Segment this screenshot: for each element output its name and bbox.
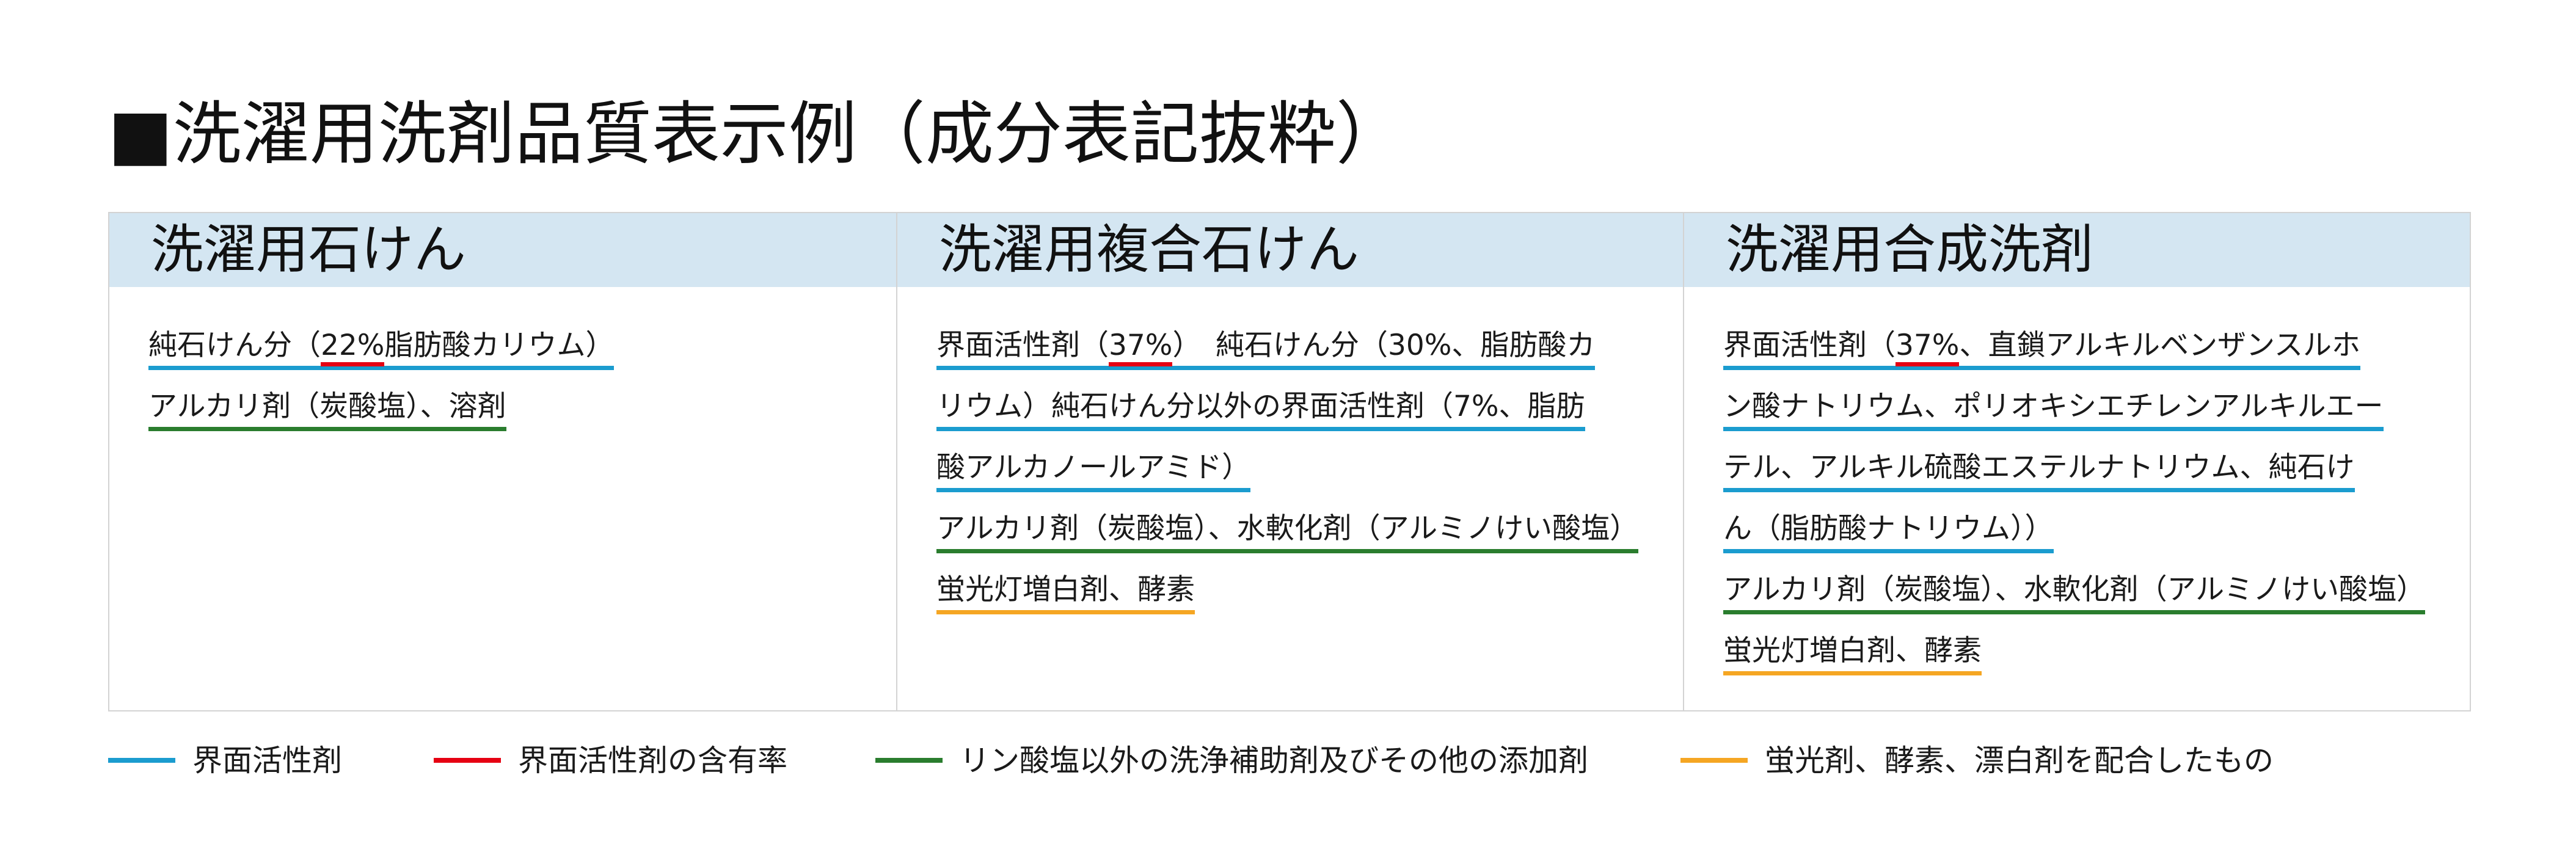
ingredient-text: ） 純石けん分（30%、脂肪酸カ	[1172, 329, 1596, 362]
column-header: 洗濯用合成洗剤	[1684, 213, 2470, 287]
legend-item-additives: リン酸塩以外の洗浄補助剤及びその他の添加剤	[875, 741, 1588, 780]
ingredient-line: テル、アルキル硫酸エステルナトリウム、純石け	[1723, 437, 2457, 498]
ingredient-text: 脂肪酸カリウム）	[384, 329, 615, 362]
ingredient-text: 酸アルカノールアミド）	[936, 451, 1251, 484]
content-ratio-text: 22%	[321, 329, 385, 366]
underlined-text: 界面活性剤（37%、直鎖アルキルベンザンスルホ	[1723, 329, 2361, 370]
ingredient-line: アルカリ剤（炭酸塩）、水軟化剤（アルミノけい酸塩）	[936, 498, 1671, 559]
underlined-text: 純石けん分（22%脂肪酸カリウム）	[148, 329, 615, 370]
legend-swatch	[875, 757, 943, 763]
ingredient-text: アルカリ剤（炭酸塩）、溶剤	[148, 390, 506, 423]
underlined-text: アルカリ剤（炭酸塩）、水軟化剤（アルミノけい酸塩）	[1723, 573, 2426, 614]
column-header: 洗濯用複合石けん	[897, 213, 1683, 287]
ingredient-line: 界面活性剤（37%、直鎖アルキルベンザンスルホ	[1723, 315, 2457, 376]
legend-swatch	[1680, 757, 1748, 763]
legend-label: 蛍光剤、酵素、漂白剤を配合したもの	[1765, 743, 2274, 778]
underlined-text: 酸アルカノールアミド）	[936, 451, 1251, 492]
underlined-text: アルカリ剤（炭酸塩）、溶剤	[148, 390, 506, 431]
column-laundry-soap: 洗濯用石けん 純石けん分（22%脂肪酸カリウム） アルカリ剤（炭酸塩）、溶剤	[109, 213, 896, 710]
legend-item-fluorescent-enzyme-bleach: 蛍光剤、酵素、漂白剤を配合したもの	[1680, 741, 2274, 780]
column-synthetic-detergent: 洗濯用合成洗剤 界面活性剤（37%、直鎖アルキルベンザンスルホン酸ナトリウム、ポ…	[1683, 213, 2470, 710]
ingredient-line: 酸アルカノールアミド）	[936, 437, 1671, 498]
legend: 界面活性剤 界面活性剤の含有率 リン酸塩以外の洗浄補助剤及びその他の添加剤 蛍光…	[0, 741, 2576, 780]
content-ratio-text: 37%	[1109, 329, 1173, 366]
ingredient-text: 蛍光灯増白剤、酵素	[936, 573, 1195, 606]
ingredient-line: 界面活性剤（37%） 純石けん分（30%、脂肪酸カ	[936, 315, 1671, 376]
legend-item-surfactant: 界面活性剤	[108, 741, 342, 780]
legend-swatch	[108, 757, 175, 763]
column-body: 界面活性剤（37%、直鎖アルキルベンザンスルホン酸ナトリウム、ポリオキシエチレン…	[1684, 287, 2470, 682]
underlined-text: 界面活性剤（37%） 純石けん分（30%、脂肪酸カ	[936, 329, 1596, 370]
ingredient-text: ん（脂肪酸ナトリウム））	[1723, 512, 2054, 545]
ingredient-line: ン酸ナトリウム、ポリオキシエチレンアルキルエー	[1723, 376, 2457, 437]
legend-label: リン酸塩以外の洗浄補助剤及びその他の添加剤	[960, 743, 1589, 778]
ingredient-text: 純石けん分（	[148, 329, 321, 362]
ingredient-text: テル、アルキル硫酸エステルナトリウム、純石け	[1723, 451, 2355, 484]
underlined-text: 蛍光灯増白剤、酵素	[1723, 634, 1982, 675]
ingredient-text: アルカリ剤（炭酸塩）、水軟化剤（アルミノけい酸塩）	[1723, 573, 2426, 606]
ingredient-line: ん（脂肪酸ナトリウム））	[1723, 498, 2457, 559]
underlined-text: ん（脂肪酸ナトリウム））	[1723, 512, 2054, 553]
underlined-text: ン酸ナトリウム、ポリオキシエチレンアルキルエー	[1723, 390, 2384, 431]
ingredient-line: アルカリ剤（炭酸塩）、水軟化剤（アルミノけい酸塩）	[1723, 559, 2457, 620]
ingredient-line: 蛍光灯増白剤、酵素	[1723, 620, 2457, 682]
legend-swatch	[434, 757, 501, 763]
underlined-text: テル、アルキル硫酸エステルナトリウム、純石け	[1723, 451, 2355, 492]
column-header: 洗濯用石けん	[109, 213, 896, 287]
legend-label: 界面活性剤	[192, 743, 343, 778]
page-title: ■洗濯用洗剤品質表示例（成分表記抜粋）	[108, 95, 1404, 174]
ingredient-text: ン酸ナトリウム、ポリオキシエチレンアルキルエー	[1723, 390, 2384, 423]
content-ratio-text: 37%	[1896, 329, 1960, 366]
legend-label: 界面活性剤の含有率	[518, 743, 788, 778]
legend-item-surfactant-ratio: 界面活性剤の含有率	[434, 741, 787, 780]
underlined-text: リウム）純石けん分以外の界面活性剤（7%、脂肪	[936, 390, 1585, 431]
ingredient-line: アルカリ剤（炭酸塩）、溶剤	[148, 376, 884, 437]
underlined-text: アルカリ剤（炭酸塩）、水軟化剤（アルミノけい酸塩）	[936, 512, 1639, 553]
ingredient-text: 、直鎖アルキルベンザンスルホ	[1959, 329, 2361, 362]
ingredient-line: 純石けん分（22%脂肪酸カリウム）	[148, 315, 884, 376]
ingredient-text: 界面活性剤（	[936, 329, 1109, 362]
ingredient-text: 界面活性剤（	[1723, 329, 1896, 362]
underlined-text: 蛍光灯増白剤、酵素	[936, 573, 1195, 614]
column-body: 界面活性剤（37%） 純石けん分（30%、脂肪酸カリウム）純石けん分以外の界面活…	[897, 287, 1683, 620]
ingredient-table: 洗濯用石けん 純石けん分（22%脂肪酸カリウム） アルカリ剤（炭酸塩）、溶剤 洗濯…	[108, 212, 2471, 711]
ingredient-text: 蛍光灯増白剤、酵素	[1723, 634, 1982, 668]
ingredient-line: リウム）純石けん分以外の界面活性剤（7%、脂肪	[936, 376, 1671, 437]
ingredient-text: アルカリ剤（炭酸塩）、水軟化剤（アルミノけい酸塩）	[936, 512, 1639, 545]
ingredient-text: リウム）純石けん分以外の界面活性剤（7%、脂肪	[936, 390, 1585, 423]
ingredient-line: 蛍光灯増白剤、酵素	[936, 559, 1671, 620]
column-body: 純石けん分（22%脂肪酸カリウム） アルカリ剤（炭酸塩）、溶剤	[109, 287, 896, 437]
column-compound-soap: 洗濯用複合石けん 界面活性剤（37%） 純石けん分（30%、脂肪酸カリウム）純石…	[896, 213, 1683, 710]
